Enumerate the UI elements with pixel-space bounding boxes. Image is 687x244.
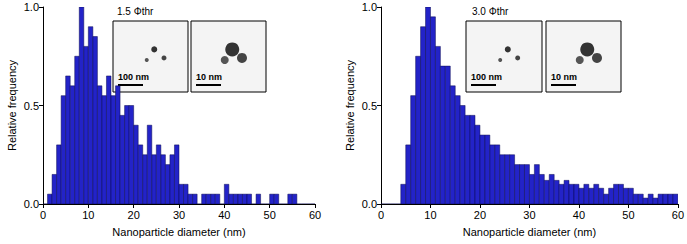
svg-text:1.5 Φthr: 1.5 Φthr bbox=[117, 6, 154, 17]
svg-text:60: 60 bbox=[309, 209, 321, 221]
svg-text:3.0 Φthr: 3.0 Φthr bbox=[472, 6, 509, 17]
svg-text:0.5: 0.5 bbox=[362, 100, 377, 112]
svg-text:1.0: 1.0 bbox=[362, 1, 377, 13]
svg-text:0: 0 bbox=[40, 209, 46, 221]
svg-text:60: 60 bbox=[672, 209, 684, 221]
svg-text:0.0: 0.0 bbox=[362, 198, 377, 210]
svg-text:30: 30 bbox=[173, 209, 185, 221]
svg-text:50: 50 bbox=[622, 209, 634, 221]
svg-text:30: 30 bbox=[523, 209, 535, 221]
svg-text:10 nm: 10 nm bbox=[196, 72, 222, 82]
svg-text:Nanoparticle diameter (nm): Nanoparticle diameter (nm) bbox=[463, 226, 596, 238]
svg-text:20: 20 bbox=[128, 209, 140, 221]
svg-text:1.0: 1.0 bbox=[24, 1, 39, 13]
svg-text:0: 0 bbox=[378, 209, 384, 221]
svg-text:Relative frequency: Relative frequency bbox=[6, 59, 18, 151]
svg-text:0.5: 0.5 bbox=[24, 100, 39, 112]
svg-text:40: 40 bbox=[573, 209, 585, 221]
svg-text:100 nm: 100 nm bbox=[471, 72, 502, 82]
svg-text:10 nm: 10 nm bbox=[551, 72, 577, 82]
svg-text:10: 10 bbox=[424, 209, 436, 221]
svg-text:Nanoparticle diameter (nm): Nanoparticle diameter (nm) bbox=[112, 226, 245, 238]
svg-text:100 nm: 100 nm bbox=[118, 72, 149, 82]
svg-text:50: 50 bbox=[264, 209, 276, 221]
svg-text:Relative frequency: Relative frequency bbox=[344, 59, 356, 151]
svg-text:0.0: 0.0 bbox=[24, 198, 39, 210]
svg-text:40: 40 bbox=[218, 209, 230, 221]
svg-text:10: 10 bbox=[82, 209, 94, 221]
svg-text:20: 20 bbox=[474, 209, 486, 221]
